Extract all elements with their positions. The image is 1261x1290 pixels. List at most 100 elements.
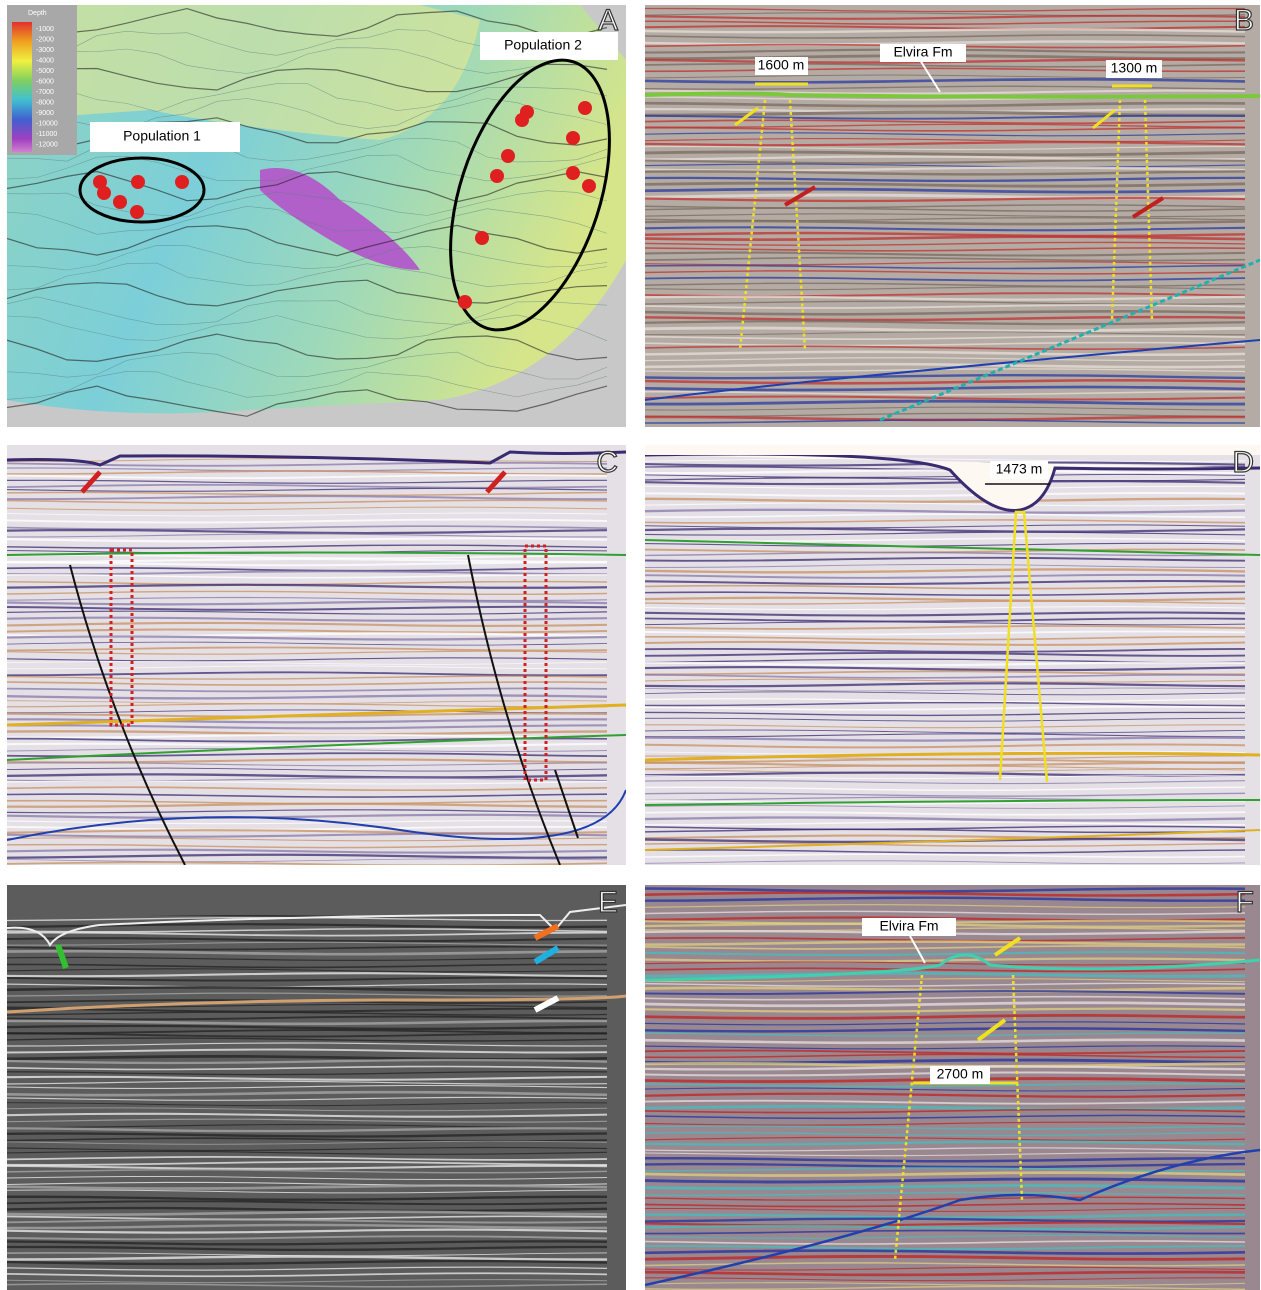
- contour: [7, 83, 608, 112]
- reflector: [645, 651, 1246, 657]
- panel-c: C: [7, 445, 626, 865]
- reflector: [7, 660, 608, 665]
- fault: [69, 564, 186, 865]
- reflector: [645, 591, 1246, 596]
- horizon: [879, 258, 1260, 422]
- reflector: [7, 657, 608, 662]
- reflector: [645, 395, 1246, 401]
- reflector: [7, 506, 608, 511]
- reflector: [7, 793, 608, 798]
- reflector: [645, 524, 1246, 529]
- legend-tick-label: -2000: [36, 36, 54, 43]
- reflector: [645, 7, 1246, 13]
- reflector: [645, 972, 1246, 978]
- reflector: [645, 231, 1246, 238]
- reflector: [645, 1262, 1246, 1267]
- panel-a: Depth -1000 -2000 -3000 -4000 -5000 -6000 -700…: [7, 5, 626, 427]
- reflector: [7, 570, 608, 576]
- seafloor: [7, 904, 626, 947]
- reflector: [645, 241, 1246, 247]
- panel-d: 1473 m D: [645, 445, 1260, 865]
- reflector: [645, 276, 1246, 282]
- reflector: [645, 315, 1246, 322]
- reflector: [645, 611, 1246, 617]
- reflector: [645, 145, 1246, 151]
- reflector: [7, 474, 608, 480]
- reflector: [7, 487, 608, 492]
- reflector: [645, 780, 1246, 785]
- reflector: [645, 666, 1246, 672]
- legend-tick-label: -3000: [36, 47, 54, 54]
- reflector: [7, 675, 608, 680]
- reflector: [645, 27, 1246, 34]
- reflector: [7, 752, 608, 758]
- well-location: [515, 113, 529, 127]
- reflector: [645, 1285, 1246, 1290]
- contour: [7, 224, 608, 257]
- reflector: [645, 1171, 1246, 1177]
- reflector: [7, 518, 608, 524]
- reflector: [645, 1045, 1246, 1050]
- reflector: [645, 1234, 1246, 1239]
- reflector: [645, 640, 1246, 646]
- reflector: [7, 1146, 608, 1152]
- reflector: [7, 733, 608, 739]
- reflector: [645, 792, 1246, 797]
- horizon: [7, 551, 626, 556]
- reflector: [645, 891, 1246, 897]
- reflector: [7, 495, 607, 501]
- reflector: [7, 1266, 608, 1271]
- reflector: [645, 497, 1246, 503]
- measurement-label: 1473 m: [996, 461, 1043, 477]
- population-label: Population 2: [504, 37, 582, 53]
- reflector: [645, 537, 1246, 542]
- reflector: [7, 931, 608, 937]
- reflector: [645, 1217, 1246, 1223]
- reflector: [7, 628, 608, 634]
- reflector: [645, 320, 1246, 326]
- reflector: [7, 1007, 608, 1013]
- horizon: [645, 953, 1260, 982]
- label-box: [862, 918, 956, 936]
- arrow: [919, 59, 941, 93]
- reflector: [645, 1087, 1246, 1092]
- reflector: [7, 843, 608, 849]
- reflector: [645, 825, 1246, 831]
- panel-b: 1600 m 1300 m Elvira Fm B: [645, 5, 1260, 427]
- panel-letter: E: [598, 886, 618, 919]
- legend-colorbar: [12, 22, 32, 152]
- reflector: [7, 1112, 608, 1118]
- reflector: [645, 1001, 1246, 1008]
- reflector: [7, 956, 608, 961]
- reflector: [645, 940, 1246, 946]
- legend-title: Depth: [28, 10, 47, 17]
- horizon: [7, 789, 626, 841]
- panel-letter: D: [1232, 446, 1254, 479]
- reflector: [645, 412, 1246, 418]
- horizon: [645, 799, 1260, 806]
- reflector: [7, 786, 608, 792]
- legend-tick-label: -12000: [36, 141, 58, 148]
- formation-label: Elvira Fm: [879, 918, 938, 934]
- reflector: [645, 1014, 1246, 1020]
- reflector: [645, 469, 1246, 475]
- reflector: [7, 949, 608, 956]
- reflector: [645, 630, 1246, 636]
- reflector: [645, 341, 1246, 347]
- reflector: [7, 1164, 608, 1170]
- reflector: [645, 1177, 1246, 1184]
- reflector: [645, 775, 1246, 780]
- reflector: [7, 479, 608, 484]
- reflector: [7, 941, 608, 946]
- contour: [7, 7, 608, 37]
- reflector: [7, 992, 608, 997]
- reflector: [7, 773, 608, 779]
- reflector: [645, 213, 1246, 218]
- reflector: [645, 101, 1246, 108]
- reflector: [7, 972, 608, 978]
- reflector: [645, 531, 1246, 536]
- reflector: [7, 544, 608, 549]
- reflector: [645, 1136, 1246, 1141]
- reflector: [645, 1213, 1246, 1219]
